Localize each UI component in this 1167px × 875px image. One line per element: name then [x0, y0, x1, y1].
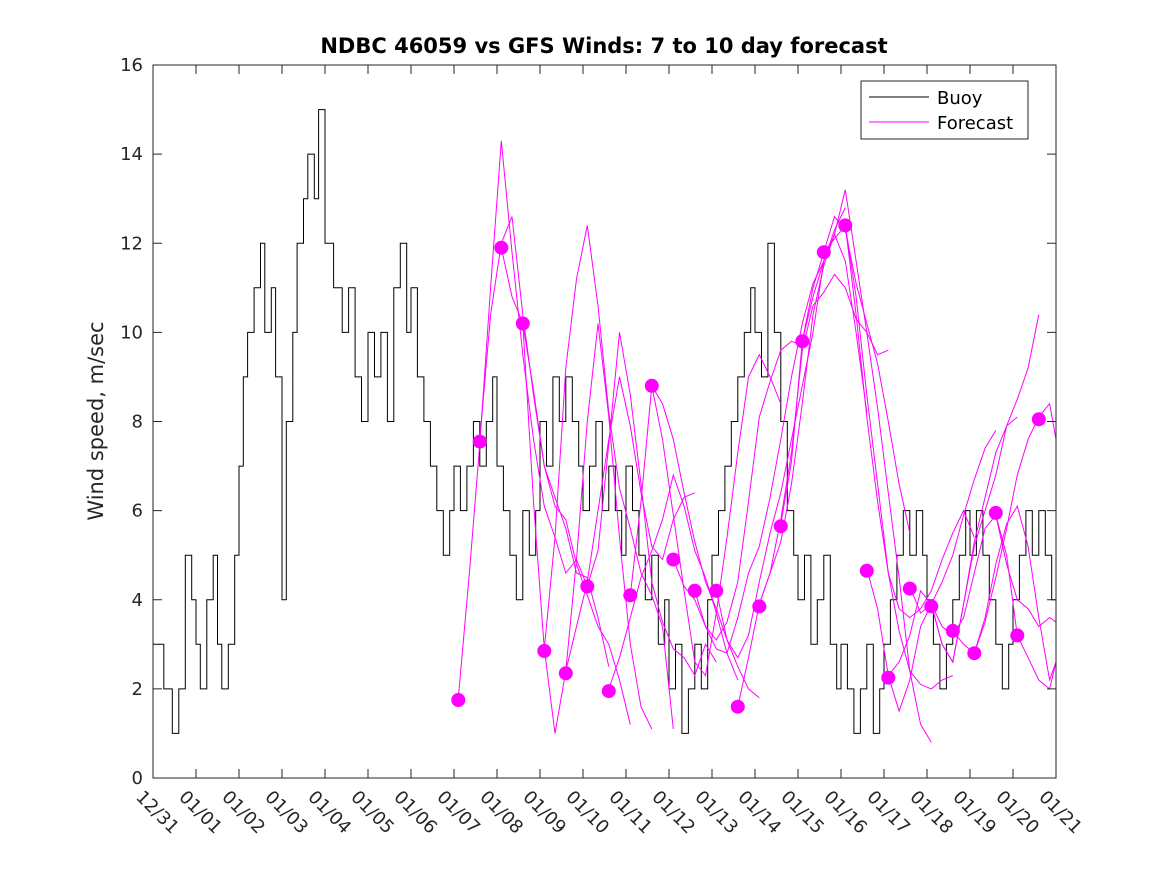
forecast-marker — [1031, 412, 1046, 427]
forecast-marker — [967, 646, 982, 661]
y-axis-label: Wind speed, m/sec — [84, 321, 108, 520]
forecast-marker — [580, 579, 595, 594]
y-tick-label: 14 — [120, 144, 143, 165]
forecast-line — [844, 225, 975, 619]
axes-background — [153, 65, 1056, 778]
forecast-marker — [451, 693, 466, 707]
plot-area — [152, 64, 1057, 779]
y-tick-label: 4 — [132, 590, 143, 611]
legend-box — [860, 80, 1029, 140]
y-tick-label: 6 — [132, 501, 143, 522]
forecast-marker — [816, 245, 831, 260]
forecast-marker — [601, 684, 616, 699]
legend-forecast-label: Forecast — [937, 113, 1013, 134]
forecast-marker — [752, 599, 767, 614]
forecast-marker — [709, 583, 724, 598]
forecast-marker — [795, 334, 810, 349]
forecast-marker — [537, 644, 552, 658]
forecast-marker — [644, 378, 659, 393]
tick-layer — [152, 64, 1057, 779]
forecast-marker — [773, 519, 788, 534]
legend: Buoy Forecast — [860, 80, 1029, 140]
forecast-marker — [666, 552, 681, 567]
legend-buoy-label: Buoy — [937, 88, 983, 109]
forecast-marker — [859, 563, 874, 578]
forecast-marker — [838, 218, 853, 233]
y-tick-label: 10 — [120, 322, 143, 343]
forecast-line — [543, 225, 674, 730]
forecast-marker — [881, 670, 896, 685]
y-tick-labels: 0 2 4 6 8 10 12 14 16 — [120, 55, 143, 789]
forecast-marker — [558, 666, 573, 681]
y-tick-label: 8 — [132, 412, 143, 433]
forecast-marker — [924, 599, 939, 614]
chart-title: NDBC 46059 vs GFS Winds: 7 to 10 day for… — [320, 34, 887, 58]
forecast-marker — [730, 699, 745, 714]
forecast-marker — [988, 505, 1003, 520]
forecast-marker — [1010, 628, 1025, 643]
forecast-marker — [623, 588, 638, 603]
forecast-marker — [494, 240, 509, 255]
forecast-marker — [515, 316, 530, 331]
forecast-marker — [472, 434, 487, 449]
forecast-marker — [945, 623, 960, 638]
y-tick-label: 16 — [120, 55, 143, 76]
forecast-marker — [902, 581, 917, 596]
forecast-marker — [687, 583, 702, 598]
forecast-line — [586, 332, 717, 677]
y-tick-label: 0 — [132, 768, 143, 789]
y-tick-label: 2 — [132, 679, 143, 700]
y-tick-label: 12 — [120, 233, 143, 254]
forecast-line — [694, 260, 825, 654]
forecast-line — [651, 353, 782, 677]
forecast-marker-layer — [451, 218, 1046, 714]
forecast-line — [973, 504, 1057, 682]
forecast-line — [672, 340, 803, 641]
